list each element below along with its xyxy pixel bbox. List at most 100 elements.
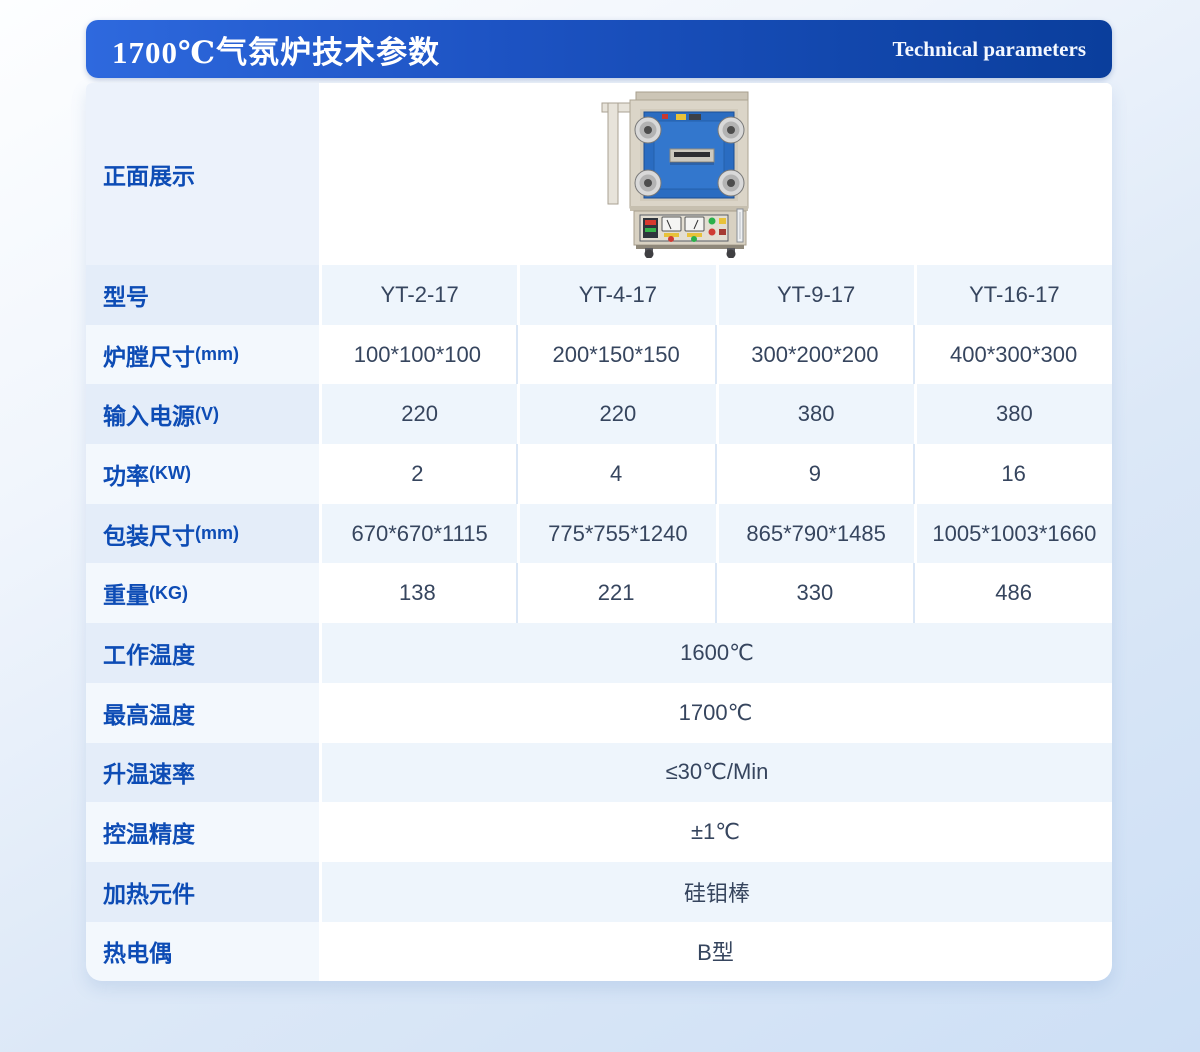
row-label: 热电偶: [103, 940, 172, 967]
header-bar: 1700℃气氛炉技术参数 Technical parameters: [86, 20, 1112, 78]
body-lip: [629, 206, 748, 211]
button-green: [690, 236, 697, 242]
model-value: YT-2-17: [380, 281, 459, 307]
spec-value: 100*100*100: [353, 341, 481, 367]
spec-value: 670*670*1115: [351, 520, 488, 546]
row-label-cell: 输入电源 (V): [86, 384, 319, 445]
temp-controller-red-display: [644, 220, 656, 225]
spec-value: 200*150*150: [515, 324, 715, 385]
row-label: 控温精度: [103, 821, 195, 848]
spec-card: 1700℃气氛炉技术参数 Technical parameters 正面展示: [86, 20, 1112, 982]
row-label-cell: 升温速率: [86, 742, 319, 803]
row-cells: 138 221 330 486: [319, 563, 1112, 624]
spec-value: 865*790*1485: [715, 503, 914, 564]
row-label-cell: 控温精度: [86, 802, 319, 862]
spec-value: 2: [411, 460, 424, 486]
row-unit: (KW): [149, 463, 191, 484]
spec-value: 400*300*300: [913, 324, 1112, 385]
meter-label-left: [663, 233, 679, 237]
table-row-power: 功率 (KW) 2 4 9 16: [86, 444, 1112, 504]
spec-value: 486: [913, 563, 1112, 624]
table-row-packing-size: 包装尺寸 (mm) 670*670*1115 775*755*1240 865*7…: [86, 503, 1112, 564]
row-label-cell: 热电偶: [86, 921, 319, 982]
spec-value: 16: [913, 444, 1112, 504]
spec-value: 220: [517, 384, 715, 445]
row-unit: (mm): [195, 523, 239, 544]
table-row-model: 型号 YT-2-17 YT-4-17 YT-9-17 YT-16-17: [86, 265, 1112, 325]
analog-meter-right: [684, 216, 704, 232]
door-tag-black: [688, 114, 701, 120]
row-cells: 2 4 9 16: [319, 444, 1112, 504]
table-row-thermocouple: 热电偶 B型: [86, 921, 1112, 982]
row-label-cell: 包装尺寸 (mm): [86, 503, 319, 564]
table-row-max-temp: 最高温度 1700℃: [86, 682, 1112, 743]
row-cells: 100*100*100 200*150*150 300*200*200 400*…: [319, 324, 1112, 385]
spec-value: 138: [399, 580, 436, 606]
spec-value: 775*755*1240: [517, 503, 715, 564]
door-clamp-top-left: [634, 116, 661, 144]
front-display-row: 正面展示: [86, 83, 1112, 265]
row-unit: (KG): [149, 582, 188, 603]
row-label-cell: 最高温度: [86, 682, 319, 743]
row-label-cell: 正面展示: [86, 83, 319, 265]
merged-value: ≤30℃/Min: [319, 742, 1112, 803]
indicator-green: [708, 217, 715, 225]
door-handle-slot: [673, 152, 710, 157]
spec-value: 380: [715, 384, 914, 445]
model-value: YT-16-17: [913, 265, 1112, 325]
switch-dark-red: [718, 229, 726, 235]
row-cells: 670*670*1115 775*755*1240 865*790*1485 1…: [319, 503, 1112, 564]
furnace-image-cell: [319, 83, 1112, 265]
model-value: YT-9-17: [715, 265, 914, 325]
spec-value: 330: [714, 563, 914, 624]
merged-value: 1600℃: [319, 623, 1112, 683]
row-label: 型号: [103, 283, 149, 310]
door-clamp-bottom-right: [717, 169, 744, 197]
row-cells: YT-2-17 YT-4-17 YT-9-17 YT-16-17: [319, 265, 1112, 325]
spec-value: 380: [913, 384, 1112, 445]
furnace-top-lid: [635, 91, 748, 101]
merged-value: 1700℃: [319, 682, 1112, 743]
page-subtitle: Technical parameters: [892, 36, 1086, 61]
row-label: 重量: [103, 582, 149, 609]
temp-controller-green-display: [644, 228, 656, 232]
spec-value: 220: [401, 401, 438, 427]
merged-value: 硅钼棒: [319, 861, 1112, 922]
flow-meter: [736, 208, 743, 243]
spec-value: 300*200*200: [714, 324, 914, 385]
table-row-heating-element: 加热元件 硅钼棒: [86, 861, 1112, 922]
row-label: 加热元件: [103, 880, 195, 907]
row-label-cell: 型号: [86, 265, 319, 325]
indicator-red: [708, 228, 715, 236]
spec-value: 9: [714, 444, 914, 504]
button-red: [667, 236, 674, 242]
table-row-input-voltage: 输入电源 (V) 220 220 380 380: [86, 384, 1112, 445]
row-label: 最高温度: [103, 701, 195, 728]
row-unit: (V): [195, 403, 219, 424]
spec-value: 221: [515, 563, 715, 624]
table-row-working-temp: 工作温度 1600℃: [86, 623, 1112, 683]
meter-label-right: [686, 233, 702, 237]
door-swing-post: [607, 102, 618, 205]
table-row-temp-accuracy: 控温精度 ±1℃: [86, 802, 1112, 862]
page-title: 1700℃气氛炉技术参数: [112, 34, 441, 70]
model-value: YT-4-17: [517, 265, 715, 325]
table-row-weight: 重量 (KG) 138 221 330 486: [86, 563, 1112, 624]
row-label: 包装尺寸: [103, 522, 195, 549]
row-label-cell: 加热元件: [86, 861, 319, 922]
analog-meter-left: [661, 216, 681, 232]
spec-table: 正面展示: [86, 83, 1112, 982]
row-label: 升温速率: [103, 761, 195, 788]
furnace-image: [601, 91, 748, 258]
caster-wheel-right: [726, 248, 735, 258]
spec-value: 1005*1003*1660: [913, 503, 1112, 564]
row-label-cell: 功率 (KW): [86, 444, 319, 504]
merged-value: ±1℃: [319, 802, 1112, 862]
row-label: 输入电源: [103, 403, 195, 430]
door-tag-yellow: [675, 114, 686, 120]
door-tag-red: [661, 114, 668, 119]
base-strip: [635, 245, 744, 249]
door-clamp-top-right: [717, 116, 744, 144]
door-clamp-bottom-left: [634, 169, 661, 197]
